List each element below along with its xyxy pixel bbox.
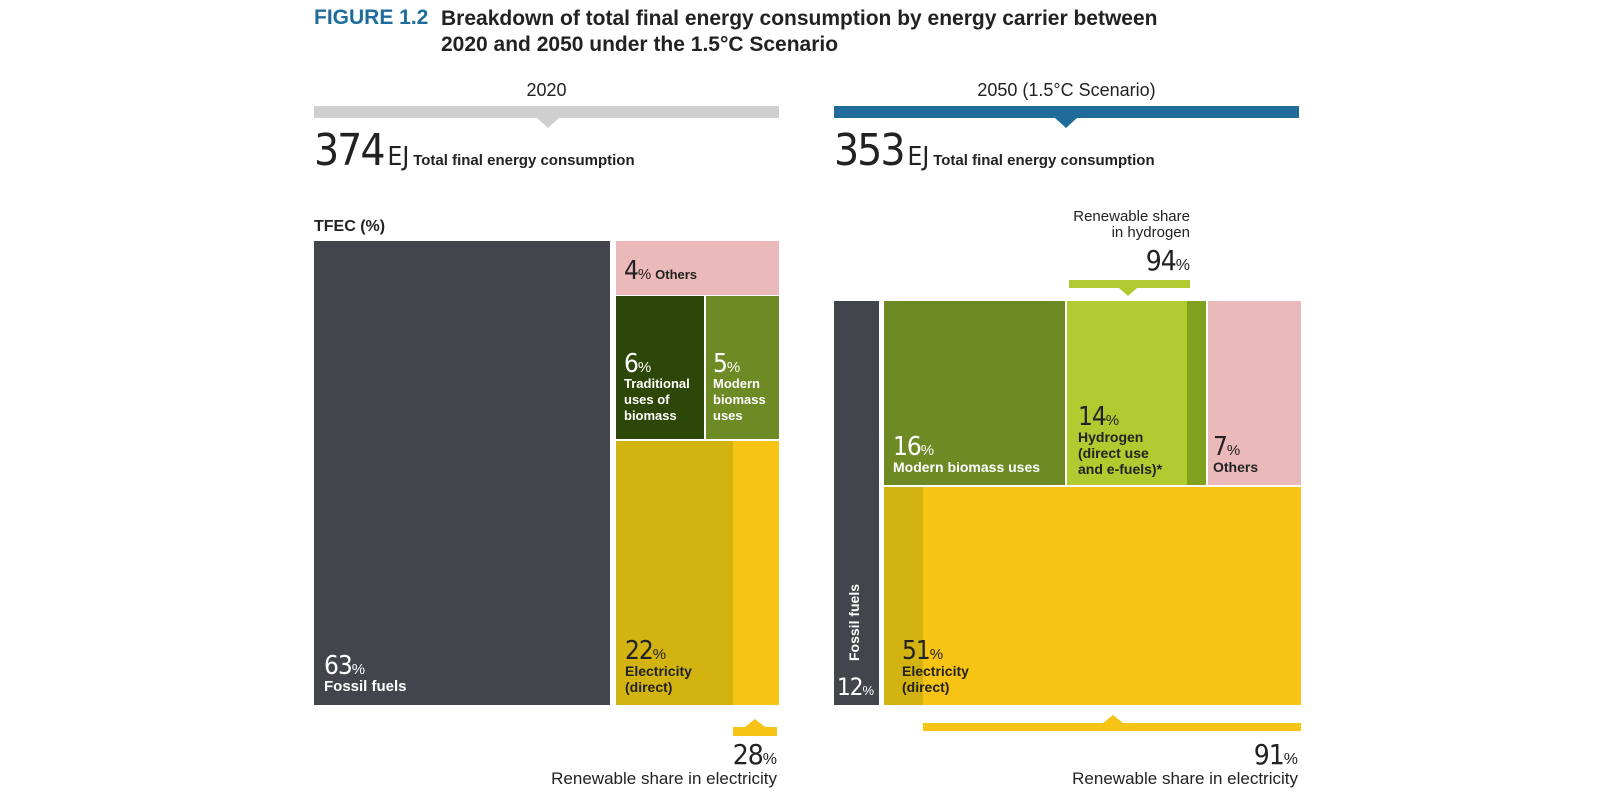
label-2020-modern: 5% Modern biomass uses <box>713 351 766 424</box>
ren-elec-label-2050: Renewable share in electricity <box>1072 769 1298 788</box>
block-2020-traditional-biomass: 6% Traditional uses of biomass <box>616 296 704 439</box>
name-2020-fossil: Fossil fuels <box>324 678 407 695</box>
block-2020-others: 4% Others <box>616 241 779 295</box>
pct-sign: % <box>637 359 652 376</box>
block-2020-electricity-renewable <box>733 441 779 705</box>
label-2050-modern: 16% Modern biomass uses <box>893 434 1041 475</box>
block-2050-hydrogen-nonrenewable <box>1187 301 1206 485</box>
pct-sign: % <box>1226 442 1241 459</box>
label-2050-fossil-pct: 12% <box>837 675 875 699</box>
ren-hyd-label-2: in hydrogen <box>1111 224 1190 241</box>
ren-elec-pct-2050: 91 <box>1253 738 1285 771</box>
year-bar-notch-2020 <box>537 118 559 128</box>
pct-2020-elec: 22 <box>625 636 654 666</box>
pct-sign: % <box>862 683 875 698</box>
label-2050-others: 7% Others <box>1213 434 1259 475</box>
pct-sign: % <box>929 646 944 663</box>
pct-sign: % <box>1175 257 1190 274</box>
name-2050-elec-1: Electricity <box>902 663 969 679</box>
ren-hyd-value: 94% <box>1050 244 1190 277</box>
name-2020-elec-2: (direct) <box>625 679 673 695</box>
tfec-axis-label: TFEC (%) <box>314 218 386 235</box>
pct-2020-others: 4 <box>624 256 639 286</box>
label-2050-fossil-rotated: Fossil fuels <box>846 584 862 661</box>
name-2020-modern-1: Modern <box>713 376 760 391</box>
figure-label: FIGURE 1.2 <box>314 6 429 29</box>
ren-hyd-pct: 94 <box>1145 244 1177 277</box>
label-2020-elec: 22% Electricity (direct) <box>625 638 692 695</box>
ren-elec-bar-2020 <box>733 727 777 736</box>
ren-hyd-label-1: Renewable share <box>1073 208 1190 225</box>
total-unit-2050: EJ <box>907 142 930 172</box>
ren-hyd-notch <box>1119 288 1137 296</box>
pct-2050-fossil: 12 <box>837 673 863 701</box>
ren-elec-bar-2050 <box>923 723 1301 731</box>
name-2050-elec-2: (direct) <box>902 679 950 695</box>
total-2050: 353 EJ Total final energy consumption <box>834 125 1155 176</box>
ren-elec-notch-2020 <box>745 719 765 727</box>
block-2020-electricity: 22% Electricity (direct) <box>616 441 779 705</box>
pct-sign: % <box>762 751 777 768</box>
pct-2020-modern: 5 <box>713 349 728 379</box>
ren-elec-2020: 28% Renewable share in electricity <box>540 738 777 789</box>
block-2020-modern-biomass: 5% Modern biomass uses <box>706 296 779 439</box>
name-2020-modern-2: biomass <box>713 392 766 407</box>
year-label-2020: 2020 <box>526 80 567 100</box>
name-2020-trad-2: uses of <box>624 392 670 407</box>
pct-sign: % <box>726 359 741 376</box>
label-2020-trad: 6% Traditional uses of biomass <box>624 351 690 424</box>
pct-2050-others: 7 <box>1213 432 1228 462</box>
ren-elec-2050: 91% Renewable share in electricity <box>1040 738 1298 789</box>
ren-elec-label-2020: Renewable share in electricity <box>551 769 777 788</box>
pct-2020-trad: 6 <box>624 349 639 379</box>
ren-hyd-label: Renewable share in hydrogen <box>1050 209 1190 241</box>
total-unit-2020: EJ <box>387 142 410 172</box>
pct-2050-elec: 51 <box>902 636 931 666</box>
name-2020-others: Others <box>655 267 698 282</box>
pct-sign: % <box>1105 412 1120 429</box>
label-2020-fossil: 63% Fossil fuels <box>324 653 407 695</box>
figure-title: Breakdown of total final energy consumpt… <box>441 7 1158 56</box>
block-2050-electricity-nonrenewable <box>884 487 923 705</box>
name-2020-elec-1: Electricity <box>625 663 692 679</box>
name-2050-hyd-2: (direct use <box>1078 445 1149 461</box>
pct-2050-modern: 16 <box>893 432 922 462</box>
name-2050-others: Others <box>1213 459 1259 475</box>
block-2020-fossil-fuels: 63% Fossil fuels <box>314 241 610 705</box>
total-value-2050: 353 <box>834 125 906 176</box>
name-2020-trad-1: Traditional <box>624 376 690 391</box>
block-2050-modern-biomass: 16% Modern biomass uses <box>884 301 1065 485</box>
total-2020: 374 EJ Total final energy consumption <box>314 125 635 176</box>
total-value-2020: 374 <box>314 125 386 176</box>
block-2050-others: 7% Others <box>1208 301 1301 485</box>
label-2020-others: 4% Others <box>624 258 698 284</box>
name-2020-trad-3: biomass <box>624 408 677 423</box>
pct-sign: % <box>920 442 935 459</box>
pct-sign: % <box>1283 751 1298 768</box>
year-bar-2050 <box>834 106 1299 118</box>
pct-sign: % <box>351 661 366 678</box>
year-bar-2020 <box>314 106 779 118</box>
name-2020-modern-3: uses <box>713 408 743 423</box>
pct-2020-fossil: 63 <box>324 651 353 681</box>
pct-2050-hyd: 14 <box>1078 402 1107 432</box>
ren-hyd-bar <box>1069 280 1190 288</box>
name-2050-hyd-1: Hydrogen <box>1078 429 1144 445</box>
pct-sign: % <box>637 266 652 283</box>
name-2050-modern: Modern biomass uses <box>893 459 1041 475</box>
name-2050-hyd-3: and e-fuels)* <box>1078 461 1163 477</box>
block-2050-electricity: 51% Electricity (direct) <box>884 487 1301 705</box>
total-caption-2050: Total final energy consumption <box>933 152 1155 169</box>
ren-elec-notch-2050 <box>1103 715 1123 723</box>
name-2050-fossil: Fossil fuels <box>846 583 862 661</box>
pct-sign: % <box>652 646 667 663</box>
year-label-2050: 2050 (1.5°C Scenario) <box>977 80 1156 100</box>
ren-elec-pct-2020: 28 <box>732 738 764 771</box>
block-2050-hydrogen: 14% Hydrogen (direct use and e-fuels)* <box>1067 301 1206 485</box>
label-2050-elec: 51% Electricity (direct) <box>902 638 969 695</box>
label-2050-hydrogen: 14% Hydrogen (direct use and e-fuels)* <box>1078 404 1163 477</box>
year-bar-notch-2050 <box>1055 118 1077 128</box>
block-2050-fossil-fuels: Fossil fuels 12% <box>834 301 879 705</box>
total-caption-2020: Total final energy consumption <box>413 152 635 169</box>
